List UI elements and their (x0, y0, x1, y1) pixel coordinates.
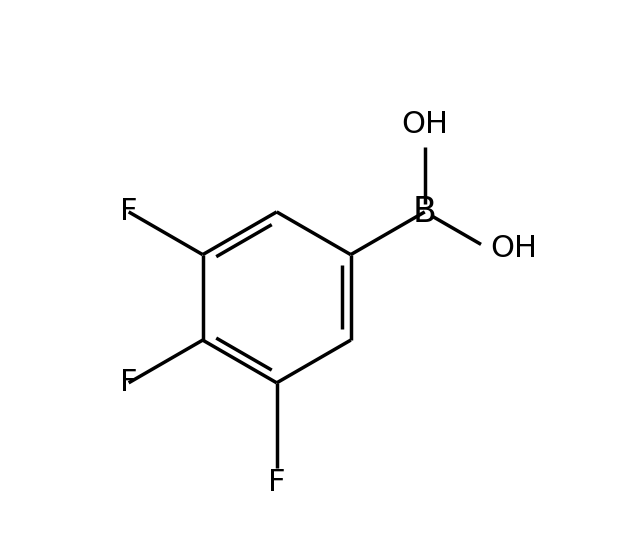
Text: F: F (120, 198, 138, 226)
Text: B: B (413, 195, 436, 229)
Text: OH: OH (490, 234, 537, 263)
Text: OH: OH (401, 110, 448, 139)
Text: F: F (268, 468, 285, 497)
Text: F: F (120, 369, 138, 397)
